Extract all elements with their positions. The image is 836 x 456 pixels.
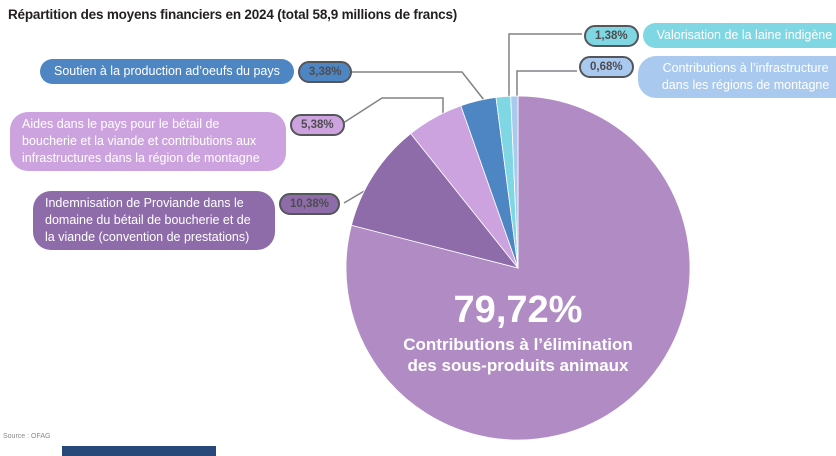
callout-pct-laine: 1,38% xyxy=(584,24,639,47)
leader-line-oeufs xyxy=(340,71,485,101)
callout-label-infra: Contributions à l’infrastructure dans le… xyxy=(637,56,836,98)
leader-line-aides xyxy=(336,97,444,128)
callout-oeufs: Soutien à la production ad’oeufs du pays… xyxy=(40,59,353,84)
source-text: Source : OFAG xyxy=(3,433,51,440)
pie-slices xyxy=(345,95,691,441)
pie-slice-proviande xyxy=(350,133,520,269)
callout-label-aides: Aides dans le pays pour le bétail de bou… xyxy=(10,112,286,171)
callout-pct-oeufs: 3,38% xyxy=(297,60,353,83)
callout-pct-proviande: 10,38% xyxy=(279,193,341,215)
pie-slice-infra xyxy=(510,95,519,269)
callout-infra: 0,68% Contributions à l’infrastructure d… xyxy=(579,56,836,98)
callout-pct-infra: 0,68% xyxy=(579,56,634,78)
callout-proviande: Indemnisation de Proviande dans le domai… xyxy=(33,191,341,250)
callout-aides: Aides dans le pays pour le bétail de bou… xyxy=(10,112,345,171)
callout-label-oeufs: Soutien à la production ad’oeufs du pays xyxy=(40,59,294,84)
callout-pct-aides: 5,38% xyxy=(290,114,345,136)
callout-label-laine: Valorisation de la laine indigène xyxy=(642,23,836,48)
callout-laine: 1,38% Valorisation de la laine indigène xyxy=(584,23,836,48)
chart-title: Répartition des moyens financiers en 202… xyxy=(8,7,458,22)
leader-line-laine xyxy=(508,33,582,97)
callout-label-proviande: Indemnisation de Proviande dans le domai… xyxy=(33,191,275,250)
bottom-bar xyxy=(62,446,216,456)
leader-line-infra xyxy=(516,70,577,97)
